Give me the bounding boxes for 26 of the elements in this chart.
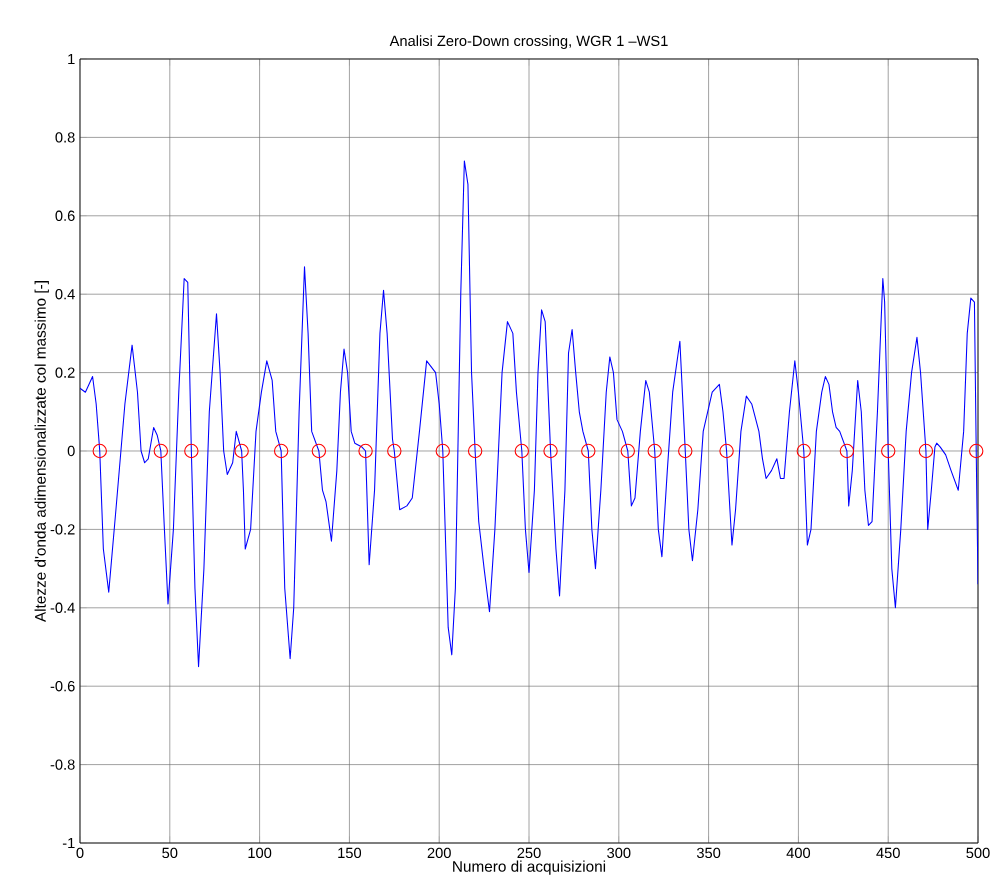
x-tick-label: 500 — [966, 847, 990, 859]
y-tick-label: -1 — [62, 837, 75, 849]
y-tick-label: -0.2 — [50, 524, 75, 535]
x-tick-label: 400 — [786, 847, 811, 859]
x-tick-label: 250 — [517, 847, 541, 859]
x-tick-label: 200 — [427, 847, 451, 859]
chart-title: Analisi Zero-Down crossing, WGR 1 –WS1 — [389, 35, 668, 49]
line-series — [80, 160, 979, 668]
y-tick-label: -0.8 — [50, 759, 75, 770]
x-tick-label: 0 — [76, 847, 84, 859]
x-axis-title: Numero di acquisizioni — [453, 860, 606, 875]
x-tick-label: 300 — [607, 847, 631, 859]
y-tick-label: 0.4 — [55, 289, 75, 300]
y-tick-label: -0.4 — [50, 602, 75, 613]
x-tick-label: 450 — [876, 847, 900, 859]
x-tick-label: 350 — [696, 847, 721, 859]
x-tick-label: 50 — [162, 847, 178, 859]
y-tick-label: 0.8 — [55, 132, 75, 143]
y-tick-label: 0.6 — [55, 210, 75, 221]
y-tick-label: 0 — [67, 445, 75, 457]
y-tick-label: 0.2 — [55, 367, 75, 378]
y-tick-label: -0.6 — [50, 681, 75, 692]
x-tick-label: 100 — [248, 847, 272, 859]
x-tick-label: 150 — [338, 847, 362, 859]
y-tick-label: 1 — [68, 53, 75, 65]
y-axis-title: Altezze d'onda adimensionalizzate col massimo [-] — [34, 281, 49, 623]
